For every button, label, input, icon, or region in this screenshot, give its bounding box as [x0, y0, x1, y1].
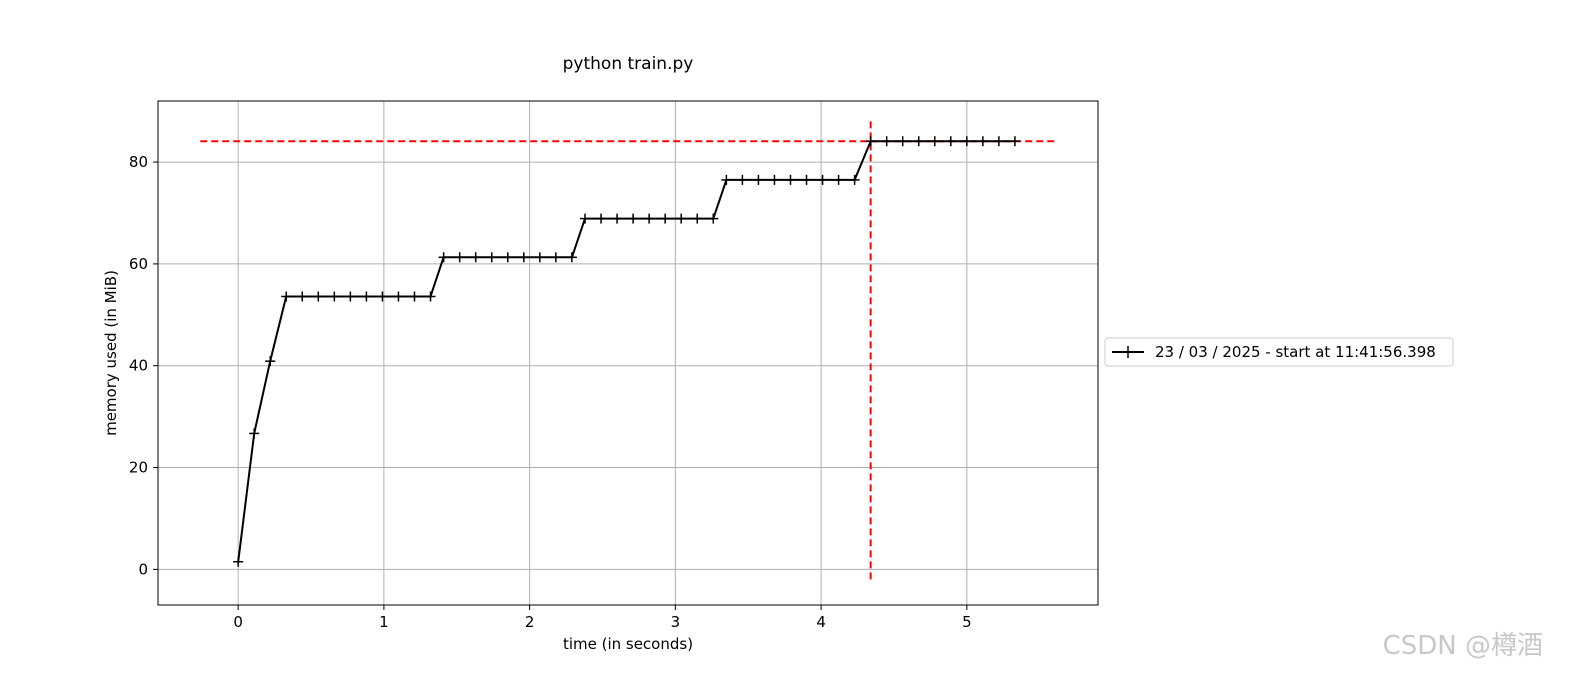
x-tick-label: 0: [233, 613, 243, 631]
data-point-marker: [817, 174, 828, 185]
data-point-marker: [345, 291, 356, 302]
y-tick-label: 80: [129, 153, 148, 171]
x-axis-label: time (in seconds): [563, 635, 693, 653]
data-point-marker: [486, 252, 497, 263]
data-point-marker: [281, 291, 292, 302]
data-point-marker: [961, 136, 972, 147]
data-point-marker: [628, 213, 639, 224]
data-point-marker: [644, 213, 655, 224]
y-tick-label: 40: [129, 357, 148, 375]
data-point-marker: [865, 136, 876, 147]
data-point-marker: [409, 291, 420, 302]
y-axis-label: memory used (in MiB): [102, 270, 120, 436]
legend-box: [1104, 337, 1454, 367]
x-tick-label: 2: [525, 613, 535, 631]
data-point-marker: [945, 136, 956, 147]
series-layer: [233, 136, 1020, 567]
chart-title: python train.py: [563, 54, 694, 74]
x-tick-label: 5: [962, 613, 972, 631]
data-point-marker: [265, 356, 276, 367]
data-point-marker: [377, 291, 388, 302]
axes: 0 1 2 3 4 5 0 20 40 60 80: [129, 153, 972, 631]
data-point-marker: [502, 252, 513, 263]
series-line: [237, 140, 1015, 562]
data-point-marker: [297, 291, 308, 302]
data-point-marker: [721, 174, 732, 185]
data-point-marker: [737, 174, 748, 185]
plot-border: [157, 100, 1099, 606]
y-tick-label: 60: [129, 255, 148, 273]
legend-label: 23 / 03 / 2025 - start at 11:41:56.398: [1155, 343, 1436, 361]
data-point-marker: [566, 252, 577, 263]
data-point-marker: [753, 174, 764, 185]
data-point-marker: [708, 213, 719, 224]
data-point-marker: [977, 136, 988, 147]
data-point-marker: [361, 291, 372, 302]
data-point-marker: [393, 291, 404, 302]
data-point-marker: [676, 213, 687, 224]
data-point-marker: [881, 136, 892, 147]
data-point-marker: [929, 136, 940, 147]
data-point-marker: [438, 252, 449, 263]
data-point-marker: [801, 174, 812, 185]
data-point-marker: [550, 252, 561, 263]
data-point-marker: [769, 174, 780, 185]
y-tick-label: 0: [138, 560, 148, 578]
data-point-marker: [612, 213, 623, 224]
plot-frame: [157, 100, 1099, 606]
data-point-marker: [518, 252, 529, 263]
data-point-marker: [470, 252, 481, 263]
data-point-marker: [833, 174, 844, 185]
data-point-marker: [1009, 136, 1020, 147]
data-point-marker: [534, 252, 545, 263]
data-point-marker: [913, 136, 924, 147]
legend: 23 / 03 / 2025 - start at 11:41:56.398: [1104, 337, 1454, 367]
data-point-marker: [454, 252, 465, 263]
data-point-marker: [692, 213, 703, 224]
data-point-marker: [313, 291, 324, 302]
x-tick-label: 3: [671, 613, 681, 631]
data-point-marker: [596, 213, 607, 224]
gridlines: [158, 101, 1098, 605]
data-point-marker: [785, 174, 796, 185]
y-tick-label: 20: [129, 459, 148, 477]
data-point-marker: [249, 428, 260, 439]
peak-markers: [200, 121, 1055, 580]
data-point-marker: [329, 291, 340, 302]
x-tick-label: 1: [379, 613, 389, 631]
data-point-marker: [993, 136, 1004, 147]
watermark: CSDN @樽酒: [1383, 631, 1543, 661]
data-point-marker: [425, 291, 436, 302]
data-point-marker: [233, 556, 244, 567]
data-point-marker: [580, 213, 591, 224]
data-point-marker: [849, 174, 860, 185]
data-point-marker: [660, 213, 671, 224]
data-point-marker: [897, 136, 908, 147]
x-tick-label: 4: [816, 613, 826, 631]
